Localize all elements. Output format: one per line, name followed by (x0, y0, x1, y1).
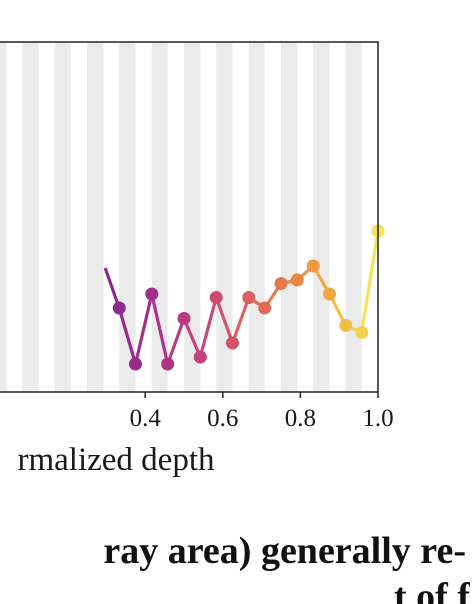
shaded-band-11 (345, 42, 362, 392)
x-tick-label-0: 0.4 (130, 405, 162, 432)
shaded-band-8 (248, 42, 265, 392)
caption-line-2: t of f (394, 576, 470, 604)
line-segment-1 (133, 292, 154, 366)
line-segment-4 (182, 316, 202, 359)
data-point-4 (177, 312, 191, 325)
x-tick-label-2: 0.8 (285, 405, 316, 432)
data-point-2 (145, 287, 159, 301)
shaded-band-0 (0, 42, 7, 392)
shaded-band-6 (184, 42, 201, 392)
shaded-band-1 (22, 42, 39, 392)
line-segment-15 (360, 229, 380, 335)
data-point-3 (161, 357, 175, 371)
line-segment-7 (230, 295, 251, 345)
shaded-bands (0, 42, 362, 392)
line-segment-in (103, 267, 121, 309)
line-segment-3 (166, 316, 186, 366)
data-point-15 (355, 326, 369, 339)
shaded-band-10 (313, 42, 330, 392)
data-point-5 (193, 350, 207, 364)
data-point-7 (226, 336, 239, 350)
line-segment-2 (150, 292, 170, 366)
x-tick-label-1: 0.6 (207, 405, 238, 432)
data-point-13 (323, 287, 336, 301)
data-point-8 (242, 291, 256, 304)
shaded-band-9 (281, 42, 298, 392)
shaded-band-3 (87, 42, 104, 392)
shaded-band-2 (54, 42, 71, 392)
data-point-14 (339, 319, 353, 332)
data-point-10 (274, 277, 288, 290)
shaded-band-5 (151, 42, 168, 392)
series-points (112, 224, 385, 371)
caption-line-1: ray area) generally re- (103, 530, 466, 572)
x-tick-label-3: 1.0 (362, 405, 393, 432)
line-segment-5 (198, 295, 218, 359)
chart: 0.4 0.6 0.8 1.0 rmalized depth (0, 41, 394, 478)
data-point-0 (112, 301, 126, 315)
data-point-9 (258, 301, 272, 315)
line-segment-6 (214, 295, 235, 345)
x-axis-ticks: 0.4 0.6 0.8 1.0 (130, 392, 394, 432)
line-segment-0 (117, 306, 138, 366)
plot-frame (0, 41, 379, 393)
x-axis-label: rmalized depth (17, 442, 215, 478)
data-point-11 (290, 273, 304, 287)
data-point-12 (306, 259, 320, 273)
series-line (103, 229, 380, 366)
data-point-6 (209, 291, 223, 304)
data-point-1 (129, 357, 142, 371)
